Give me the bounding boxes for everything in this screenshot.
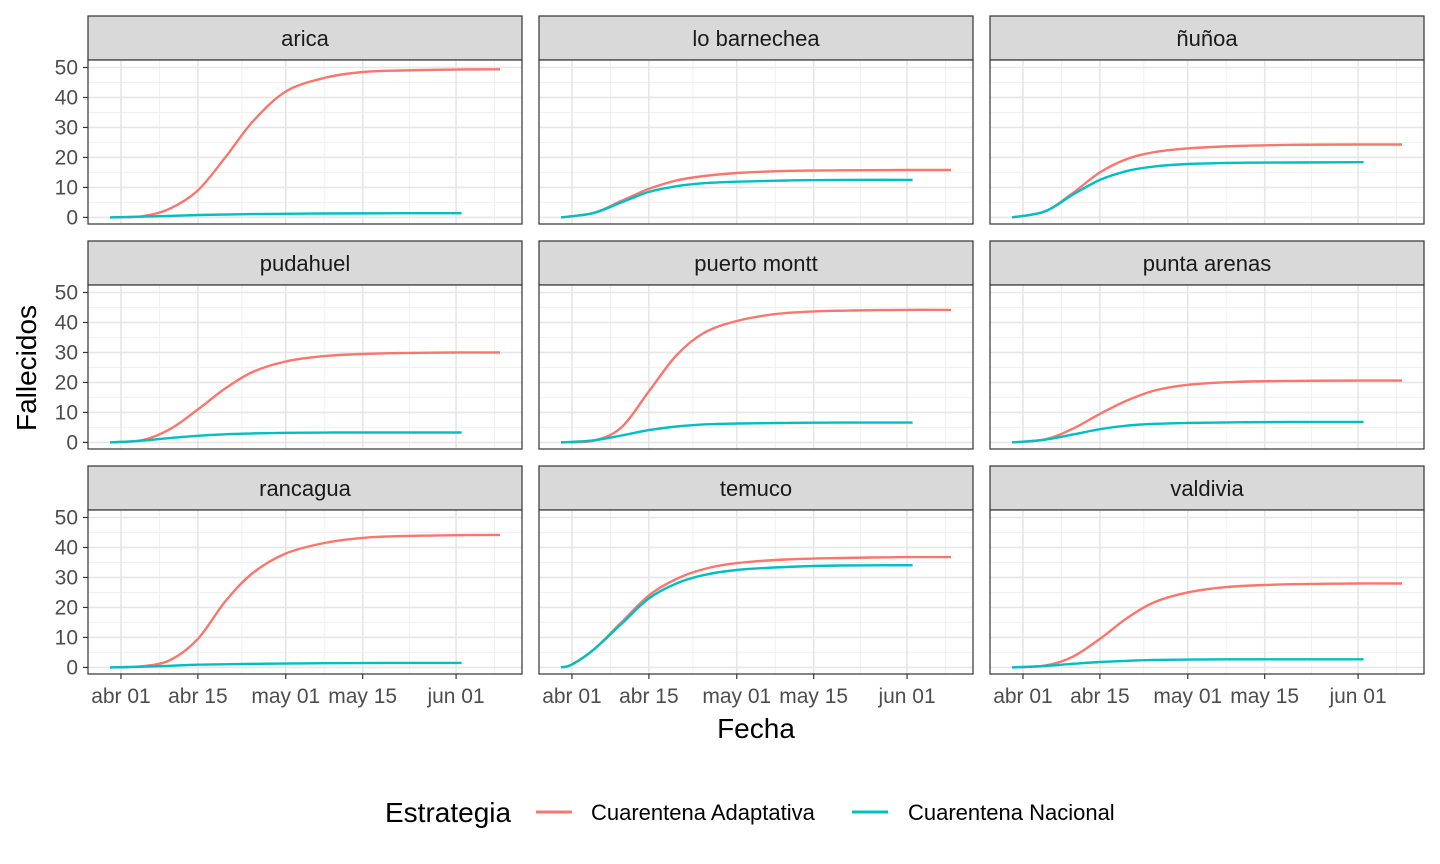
facet-strip-title: puerto montt bbox=[694, 251, 818, 276]
series-line-nacional bbox=[109, 211, 462, 219]
series-line-adaptativa bbox=[560, 308, 952, 444]
legend-title: Estrategia bbox=[385, 797, 511, 828]
x-axis-title: Fecha bbox=[717, 713, 795, 744]
series-line-nacional bbox=[560, 564, 913, 669]
facet-panel-lo-barnechea: lo barnechea bbox=[538, 15, 974, 225]
facet-panel-rancagua: rancagua 0 10 20 30 40 50 abr 01 abr 15 may 01 may… bbox=[55, 465, 523, 708]
panel-border bbox=[989, 59, 1425, 225]
x-tick-label: abr 15 bbox=[168, 685, 228, 708]
y-tick-label: 10 bbox=[55, 401, 78, 424]
x-tick-label: may 01 bbox=[251, 685, 320, 708]
series-line-nacional bbox=[1011, 420, 1364, 444]
facet-strip-title: lo barnechea bbox=[692, 26, 820, 51]
facet-strip-title: rancagua bbox=[259, 476, 352, 501]
series-line-adaptativa bbox=[109, 68, 501, 219]
y-tick-label: 20 bbox=[55, 596, 78, 619]
panel-border bbox=[989, 509, 1425, 675]
series-line-adaptativa bbox=[1011, 582, 1403, 669]
facet-panel-pudahuel: pudahuel 0 10 20 30 40 50 bbox=[55, 240, 523, 454]
panel-border bbox=[538, 59, 974, 225]
facet-panel-punta-arenas: punta arenas bbox=[989, 240, 1425, 450]
legend-label-nacional: Cuarentena Nacional bbox=[908, 800, 1115, 825]
x-tick-label: abr 01 bbox=[993, 685, 1053, 708]
legend-label-adaptativa: Cuarentena Adaptativa bbox=[591, 800, 816, 825]
facet-strip-title: ñuñoa bbox=[1176, 26, 1238, 51]
facet-strip-title: valdivia bbox=[1170, 476, 1244, 501]
facet-strip bbox=[989, 15, 1425, 61]
y-tick-label: 50 bbox=[55, 506, 78, 529]
x-tick-label: jun 01 bbox=[1328, 685, 1386, 708]
facet-strip-title: arica bbox=[281, 26, 329, 51]
facet-strip bbox=[87, 240, 523, 286]
x-tick-label: may 15 bbox=[328, 685, 397, 708]
facet-strip-title: punta arenas bbox=[1143, 251, 1271, 276]
panels-layer: arica 0 10 20 30 40 50 lo barnechea ñuñoa pudahue… bbox=[55, 15, 1425, 708]
facet-strip bbox=[989, 465, 1425, 511]
y-tick-label: 30 bbox=[55, 341, 78, 364]
series-line-nacional bbox=[1011, 658, 1364, 669]
facet-strip-title: temuco bbox=[720, 476, 792, 501]
panel-border bbox=[87, 284, 523, 450]
series-line-nacional bbox=[109, 431, 462, 444]
facet-strip bbox=[538, 465, 974, 511]
y-tick-label: 0 bbox=[66, 431, 78, 454]
y-tick-label: 40 bbox=[55, 311, 78, 334]
panel-border bbox=[989, 284, 1425, 450]
facet-panel-temuco: temuco abr 01 abr 15 may 01 may 15 jun 01 bbox=[538, 465, 974, 708]
x-tick-label: may 01 bbox=[702, 685, 771, 708]
x-tick-label: abr 15 bbox=[619, 685, 679, 708]
legend: Estrategia Cuarentena Adaptativa Cuarent… bbox=[385, 797, 1115, 828]
y-tick-label: 10 bbox=[55, 176, 78, 199]
series-line-nacional bbox=[560, 421, 913, 444]
facet-panel-puerto-montt: puerto montt bbox=[538, 240, 974, 450]
x-tick-label: may 15 bbox=[779, 685, 848, 708]
series-line-adaptativa bbox=[1011, 379, 1402, 444]
x-tick-label: jun 01 bbox=[426, 685, 484, 708]
facet-panel-ñuñoa: ñuñoa bbox=[989, 15, 1425, 225]
facet-strip-title: pudahuel bbox=[260, 251, 351, 276]
y-tick-label: 50 bbox=[55, 56, 78, 79]
series-line-adaptativa bbox=[109, 533, 501, 669]
y-tick-label: 40 bbox=[55, 536, 78, 559]
facet-strip bbox=[538, 15, 974, 61]
y-tick-label: 30 bbox=[55, 566, 78, 589]
facet-strip bbox=[538, 240, 974, 286]
y-tick-label: 0 bbox=[66, 656, 78, 679]
panel-border bbox=[538, 284, 974, 450]
y-tick-label: 50 bbox=[55, 281, 78, 304]
panel-border bbox=[538, 509, 974, 675]
series-line-nacional bbox=[109, 661, 462, 669]
x-tick-label: jun 01 bbox=[877, 685, 935, 708]
y-tick-label: 10 bbox=[55, 626, 78, 649]
x-tick-label: abr 01 bbox=[91, 685, 151, 708]
y-tick-label: 0 bbox=[66, 206, 78, 229]
series-line-adaptativa bbox=[109, 351, 501, 444]
y-tick-label: 40 bbox=[55, 86, 78, 109]
y-axis-title: Fallecidos bbox=[11, 305, 42, 431]
panel-border bbox=[87, 509, 523, 675]
x-tick-label: abr 15 bbox=[1070, 685, 1130, 708]
facet-strip bbox=[989, 240, 1425, 286]
facet-strip bbox=[87, 15, 523, 61]
x-tick-label: may 01 bbox=[1153, 685, 1222, 708]
series-line-nacional bbox=[560, 178, 913, 219]
y-tick-label: 30 bbox=[55, 116, 78, 139]
facet-panel-arica: arica 0 10 20 30 40 50 bbox=[55, 15, 523, 229]
panel-border bbox=[87, 59, 523, 225]
facet-panel-valdivia: valdivia abr 01 abr 15 may 01 may 15 jun 01 bbox=[989, 465, 1425, 708]
x-tick-label: may 15 bbox=[1230, 685, 1299, 708]
facet-strip bbox=[87, 465, 523, 511]
y-tick-label: 20 bbox=[55, 146, 78, 169]
x-tick-label: abr 01 bbox=[542, 685, 602, 708]
series-line-nacional bbox=[1011, 161, 1364, 219]
y-tick-label: 20 bbox=[55, 371, 78, 394]
